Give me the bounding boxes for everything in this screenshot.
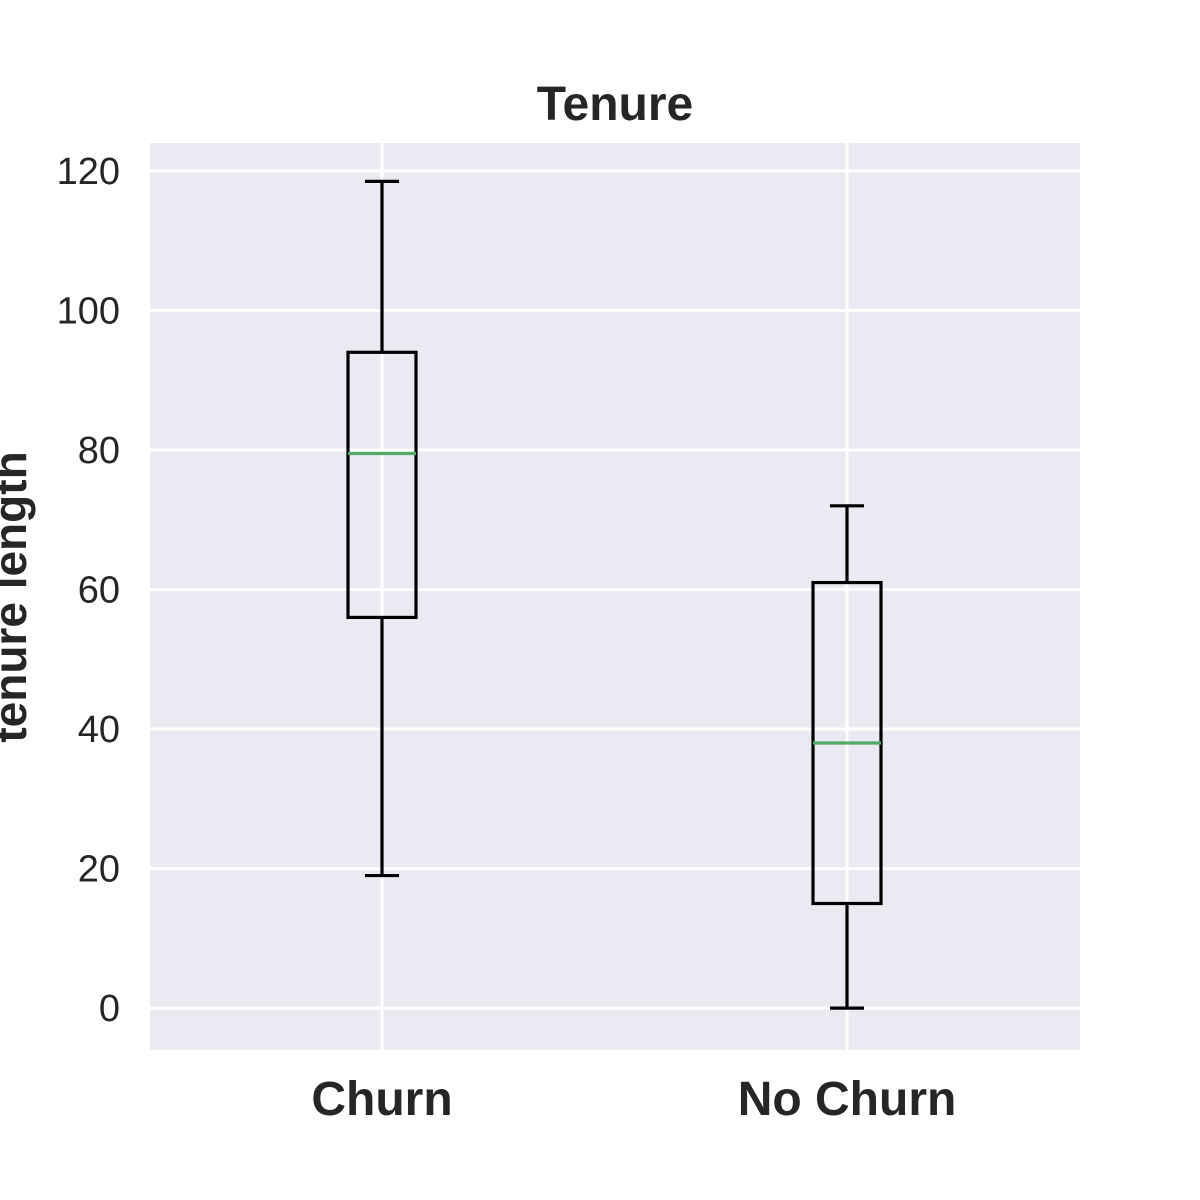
chart-title: Tenure: [537, 78, 693, 131]
grid-lines: [150, 143, 1080, 1050]
box-churn: [346, 179, 418, 878]
x-tick-label: No Churn: [738, 1073, 957, 1126]
y-tick-label: 60: [78, 570, 120, 612]
y-tick-label: 120: [57, 151, 120, 193]
y-tick-label: 100: [57, 290, 120, 332]
y-tick-label: 0: [99, 988, 120, 1030]
x-axis-ticks: Churn No Churn: [311, 1073, 956, 1126]
plot-background: [150, 143, 1080, 1050]
y-axis-label: tenure length: [0, 451, 36, 742]
boxes: [346, 179, 883, 1010]
box-no-churn: [811, 504, 883, 1010]
y-tick-label: 20: [78, 849, 120, 891]
y-tick-label: 80: [78, 430, 120, 472]
x-tick-label: Churn: [311, 1073, 452, 1126]
y-tick-label: 40: [78, 709, 120, 751]
y-axis-ticks: 0 20 40 60 80 100 120: [57, 151, 120, 1030]
iqr-box: [346, 350, 418, 620]
